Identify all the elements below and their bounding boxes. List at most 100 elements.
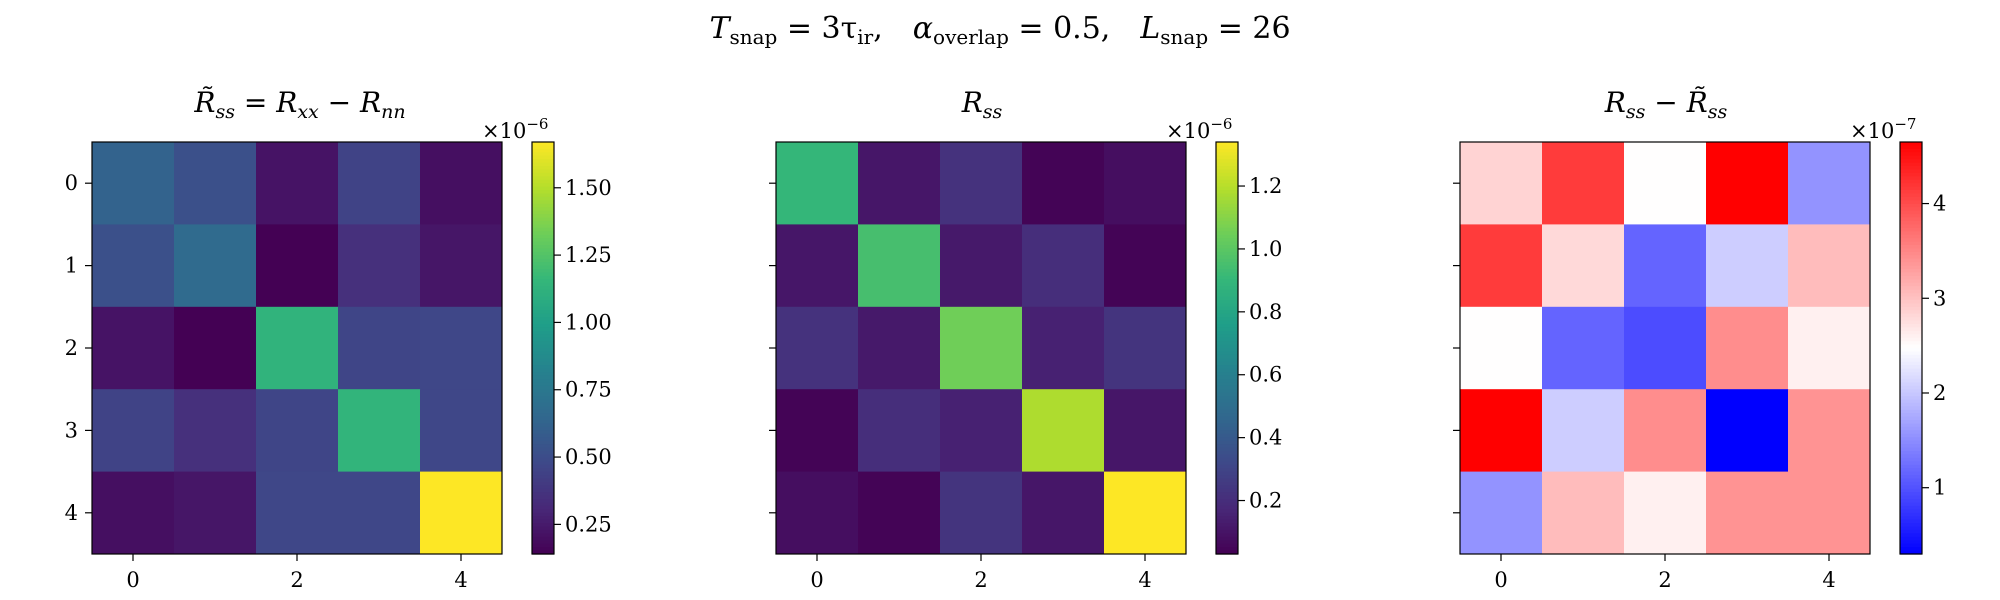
colorbar-gradient-step bbox=[532, 378, 554, 383]
colorbar-gradient-step bbox=[1216, 543, 1238, 548]
colorbar-gradient-step bbox=[532, 255, 554, 260]
heatmap-cell-r1-c1 bbox=[1542, 224, 1625, 308]
heatmap-cell-r1-c1 bbox=[174, 224, 257, 308]
colorbar-gradient-step bbox=[1216, 475, 1238, 480]
y-tick-label: 0 bbox=[65, 171, 78, 195]
colorbar-gradient-step bbox=[1900, 248, 1922, 253]
colorbar-gradient-step bbox=[532, 365, 554, 370]
colorbar-gradient-step bbox=[1216, 275, 1238, 280]
colorbar-gradient-step bbox=[1900, 502, 1922, 507]
colorbar-gradient-step bbox=[532, 330, 554, 335]
colorbar-gradient-step bbox=[1216, 279, 1238, 284]
heatmap-cell-r2-c2 bbox=[1624, 306, 1707, 390]
colorbar-gradient-step bbox=[532, 282, 554, 287]
colorbar-gradient-step bbox=[532, 193, 554, 198]
colorbar-gradient-step bbox=[532, 399, 554, 404]
colorbar-gradient-step bbox=[532, 468, 554, 473]
heatmap-cell-r2-c0 bbox=[1460, 306, 1543, 390]
colorbar-gradient-step bbox=[532, 186, 554, 191]
colorbar-gradient-step bbox=[1216, 389, 1238, 394]
colorbar-gradient-step bbox=[1216, 368, 1238, 373]
colorbar-gradient-step bbox=[1216, 296, 1238, 301]
heatmap-cell-r3-c2 bbox=[256, 389, 339, 473]
colorbar-gradient-step bbox=[1900, 505, 1922, 510]
colorbar-gradient-step bbox=[532, 344, 554, 349]
colorbar-gradient-step bbox=[532, 550, 554, 555]
colorbar-gradient-step bbox=[1900, 426, 1922, 431]
heatmap-cell-r2-c1 bbox=[174, 306, 257, 390]
colorbar-gradient-step bbox=[1216, 210, 1238, 215]
colorbar-gradient-step bbox=[1900, 543, 1922, 548]
heatmap-cell-r4-c3 bbox=[1706, 471, 1789, 555]
x-tick-label: 0 bbox=[810, 568, 823, 592]
panel-1-title-sub: ss bbox=[215, 101, 235, 123]
colorbar-gradient-step bbox=[1900, 238, 1922, 243]
colorbar-gradient-step bbox=[1216, 262, 1238, 267]
heatmap-cell-r2-c4 bbox=[1788, 306, 1871, 390]
colorbar-gradient-step bbox=[1900, 540, 1922, 545]
colorbar-gradient-step bbox=[1216, 214, 1238, 219]
colorbar-gradient-step bbox=[1900, 186, 1922, 191]
colorbar-gradient-step bbox=[532, 375, 554, 380]
colorbar-gradient-step bbox=[1216, 536, 1238, 541]
panel-3-y-axis bbox=[1453, 182, 1460, 514]
x-tick-label: 0 bbox=[1494, 568, 1507, 592]
colorbar-gradient-step bbox=[1900, 262, 1922, 267]
heatmap-cell-r3-c0 bbox=[1460, 389, 1543, 473]
colorbar-gradient-step bbox=[532, 245, 554, 250]
panel-1-colorbar-offset: ×10−6 bbox=[482, 115, 548, 143]
suptitle-t-sub: snap bbox=[729, 25, 777, 49]
panel-2-y-axis bbox=[769, 182, 776, 514]
panel-3-x-axis: 0 2 4 bbox=[1494, 554, 1836, 592]
colorbar-gradient-step bbox=[1900, 423, 1922, 428]
colorbar-gradient-step bbox=[1900, 495, 1922, 500]
colorbar-gradient-step bbox=[1216, 433, 1238, 438]
colorbar-gradient-step bbox=[1900, 172, 1922, 177]
heatmap-cell-r2-c0 bbox=[92, 306, 175, 390]
colorbar-gradient-step bbox=[1216, 502, 1238, 507]
colorbar-gradient-step bbox=[532, 286, 554, 291]
colorbar-gradient-step bbox=[1900, 348, 1922, 353]
colorbar-gradient-step bbox=[532, 183, 554, 188]
panel-2-offset-exp: −6 bbox=[1210, 115, 1232, 133]
x-tick-label: 4 bbox=[1822, 568, 1835, 592]
panel-1-cells bbox=[92, 142, 503, 555]
colorbar-gradient-step bbox=[1216, 402, 1238, 407]
colorbar-gradient-step bbox=[1216, 451, 1238, 456]
colorbar-gradient-step bbox=[1900, 234, 1922, 239]
colorbar-gradient-step bbox=[1216, 348, 1238, 353]
colorbar-gradient-step bbox=[532, 430, 554, 435]
colorbar-gradient-step bbox=[1216, 519, 1238, 524]
colorbar-gradient-step bbox=[1216, 354, 1238, 359]
colorbar-gradient-step bbox=[1900, 196, 1922, 201]
panel-3-title-minus: − R̃ bbox=[1645, 86, 1707, 119]
colorbar-gradient-step bbox=[1900, 317, 1922, 322]
colorbar-gradient-step bbox=[1900, 334, 1922, 339]
colorbar-gradient-step bbox=[1900, 179, 1922, 184]
colorbar-gradient-step bbox=[1216, 378, 1238, 383]
colorbar-gradient-step bbox=[1900, 258, 1922, 263]
colorbar-gradient-step bbox=[532, 416, 554, 421]
colorbar-gradient-step bbox=[532, 227, 554, 232]
heatmap-cell-r4-c2 bbox=[940, 471, 1023, 555]
colorbar-gradient-step bbox=[532, 238, 554, 243]
colorbar-gradient-step bbox=[1900, 207, 1922, 212]
colorbar-gradient-step bbox=[532, 317, 554, 322]
colorbar-gradient-step bbox=[1900, 485, 1922, 490]
heatmap-cell-r4-c2 bbox=[1624, 471, 1707, 555]
colorbar-gradient-step bbox=[1900, 447, 1922, 452]
colorbar-gradient-step bbox=[1900, 437, 1922, 442]
colorbar-gradient-step bbox=[532, 224, 554, 229]
colorbar-gradient-step bbox=[1900, 550, 1922, 555]
colorbar-gradient-step bbox=[1216, 468, 1238, 473]
colorbar-gradient-step bbox=[1900, 299, 1922, 304]
colorbar-gradient-step bbox=[1216, 313, 1238, 318]
colorbar-gradient-step bbox=[1900, 464, 1922, 469]
colorbar-gradient-step bbox=[532, 275, 554, 280]
colorbar-gradient-step bbox=[1900, 433, 1922, 438]
heatmap-cell-r3-c2 bbox=[940, 389, 1023, 473]
heatmap-cell-r2-c3 bbox=[1022, 306, 1105, 390]
colorbar-gradient-step bbox=[1900, 457, 1922, 462]
colorbar-gradient-step bbox=[532, 214, 554, 219]
